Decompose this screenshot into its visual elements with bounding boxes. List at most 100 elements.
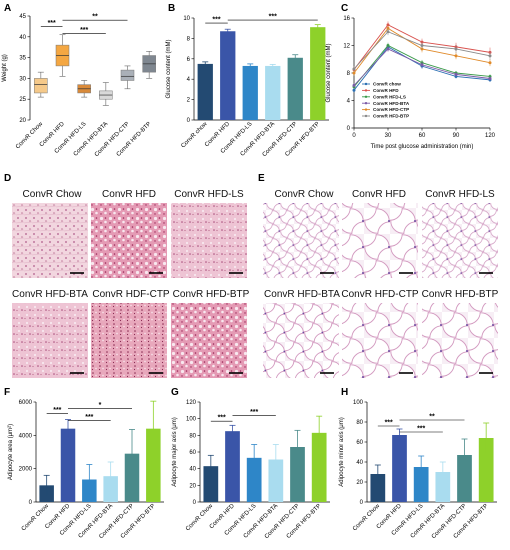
x-tick-label: 0 [352,133,356,139]
legend-label: ConvR HFD-CTP [373,107,409,112]
legend-label: ConvR HFD [373,88,399,93]
box [34,78,48,94]
bar [310,27,326,120]
y-tick-label: 4 [187,77,191,83]
panel-label-e: E [258,173,265,184]
data-point [454,72,458,76]
micro-d-title-4: ConvR HFD-BTA [12,289,88,300]
significance-label: *** [269,14,277,21]
panel-label-a: A [4,3,11,14]
y-axis-label: Weight (g) [2,54,8,82]
micro-e-image-2 [342,203,418,278]
y-tick-label: 40 [19,35,26,41]
micro-e-image-3 [422,203,498,278]
micro-e-image-6 [422,303,498,378]
y-tick-label: 60 [356,440,363,446]
y-tick-label: 6000 [19,400,33,406]
bar [246,457,262,502]
data-point [352,83,356,87]
y-axis-label: Adipocyte area (μm²) [8,424,14,480]
legend-label: ConvR HFD-BTA [373,101,410,106]
significance-label: *** [53,407,61,414]
micro-d-title-5: ConvR HDF-CTP [92,289,170,300]
significance-label: * [99,402,102,409]
y-tick-label: 2 [187,98,191,104]
x-tick-label: 90 [453,133,460,139]
micro-e-image-4 [263,303,339,378]
y-tick-label: 12 [343,44,350,50]
y-tick-label: 0 [193,500,197,506]
y-tick-label: 100 [353,400,364,406]
legend-marker [364,95,368,99]
legend-marker [364,108,368,111]
bar [265,65,281,120]
y-tick-label: 0 [360,500,364,506]
micro-e-title-6: ConvR HFD-BTP [422,289,499,300]
data-point [420,44,424,47]
x-tick-label: 60 [419,133,426,139]
y-axis-label: Glucose content (mM) [166,39,172,98]
x-axis-label: Time post glucose administration (min) [371,144,474,150]
panel-e-adipose-micrographs: ConvR Chow ConvR HFD ConvR HFD-LS ConvR … [263,189,499,378]
y-tick-label: 20 [19,118,26,124]
panel-label-b: B [168,3,175,14]
panel-label-c: C [341,3,348,14]
panel-label-d: D [4,173,11,184]
y-tick-label: 40 [356,460,363,466]
data-point [386,47,390,51]
data-point [352,71,356,75]
legend-label: ConvR chow [373,82,401,87]
chart-g-adipocyte-major-axis-bar: 0 20 40 60 80 100 120 Adipocyte major axis (μm)… [172,400,330,540]
bar [478,438,494,502]
significance-label: ** [92,14,98,21]
panel-d-liver-micrographs: ConvR Chow ConvR HFD ConvR HFD-LS ConvR … [12,189,250,378]
y-tick-label: 6 [187,57,191,63]
bar [392,435,407,502]
bar [268,459,284,502]
micro-e-title-1: ConvR Chow [275,189,335,200]
significance-label: ** [429,414,435,421]
micro-e-title-2: ConvR HFD [352,189,406,200]
bar [290,447,305,502]
significance-label: *** [80,27,88,34]
y-tick-label: 2000 [19,467,33,473]
y-tick-label: 20 [356,480,363,486]
bar [435,472,451,502]
chart-c-glucose-tolerance-line: 0 4 8 12 16 Glucose content (mM) 0 30 60 90 120 Tim… [326,16,496,150]
y-tick-label: 25 [19,97,26,103]
y-axis-label: Glucose content (mM) [326,43,332,102]
y-tick-label: 80 [356,420,363,426]
micro-e-title-3: ConvR HFD-LS [425,189,495,200]
bar [413,467,429,502]
micro-d-image-4 [12,303,88,378]
y-tick-label: 0 [187,118,191,124]
legend-label: ConvR HFD-LS [373,94,406,99]
micro-e-title-4: ConvR HFD-BTA [264,289,340,300]
bar [457,455,472,502]
data-point [386,30,390,34]
bar [60,428,76,502]
x-tick-label: 120 [485,133,496,139]
data-point [352,67,356,71]
y-tick-label: 0 [347,126,351,132]
micro-e-title-5: ConvR HFD-CTP [341,289,419,300]
micro-d-image-3 [171,203,247,278]
bar [242,65,258,120]
data-point [488,54,492,58]
micro-d-image-2 [91,203,167,278]
legend-marker [364,114,368,118]
y-axis-label: Adipocyte major axis (μm) [172,417,178,486]
micro-e-image-5 [342,303,418,378]
y-tick-label: 4 [347,99,351,105]
legend-marker [364,102,368,105]
x-tick-label: 30 [385,133,392,139]
y-axis-label: Adipocyte minor axis (μm) [339,417,345,486]
micro-d-image-6 [171,303,247,378]
box [120,69,135,81]
y-tick-label: 8 [347,71,351,77]
significance-label: *** [417,426,425,433]
panel-label-h: H [341,387,348,398]
